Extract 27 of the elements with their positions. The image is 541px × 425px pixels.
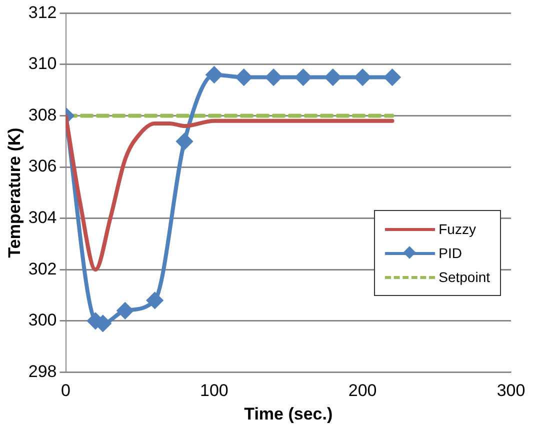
x-tick-label: 100 (200, 381, 228, 400)
legend-label: Fuzzy (438, 221, 476, 237)
point (324, 69, 341, 86)
point (295, 69, 312, 86)
x-tick-label: 200 (348, 381, 377, 400)
point (146, 292, 163, 308)
y-tick-label: 310 (28, 54, 57, 74)
point (236, 69, 252, 86)
y-tick-label: 308 (28, 105, 57, 124)
y-tick-label: 298 (28, 362, 57, 381)
y-tick-label: 312 (28, 2, 57, 22)
y-tick-label: 306 (28, 156, 57, 176)
y-tick-label: 302 (28, 259, 57, 278)
y-axis-title: Temperature (K) (4, 128, 24, 258)
point (384, 69, 400, 86)
x-tick-label: 300 (496, 381, 526, 400)
legend-label: PID (438, 245, 462, 261)
x-axis-title: Time (sec.) (244, 404, 333, 424)
point (266, 69, 282, 86)
point (206, 66, 222, 83)
point (117, 302, 134, 319)
y-tick-label: 304 (28, 208, 57, 228)
x-tick-label: 0 (61, 381, 70, 400)
point (176, 133, 192, 150)
legend-label: Setpoint (438, 269, 490, 285)
point (354, 69, 371, 86)
y-tick-label: 300 (28, 310, 57, 330)
